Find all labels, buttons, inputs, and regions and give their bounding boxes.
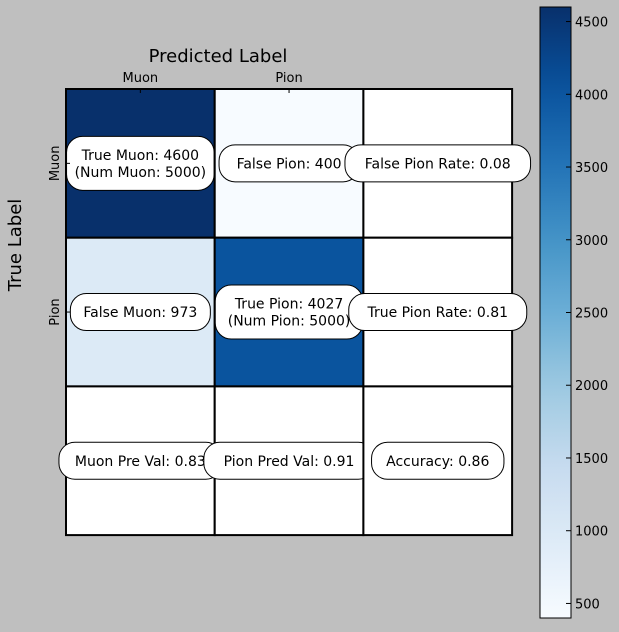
- cell-annotation-label: True Pion: 4027 (Num Pion: 5000): [228, 297, 351, 330]
- colorbar-tick-label: 1500: [575, 452, 608, 467]
- cell-annotation-label: Pion Pred Val: 0.91: [224, 454, 355, 470]
- colorbar-tick-label: 1000: [575, 525, 608, 540]
- x-tick-label: Muon: [123, 71, 159, 86]
- x-tick-labels: Muon Pion: [123, 71, 303, 93]
- cell-annotation-label: Muon Pre Val: 0.83: [75, 454, 206, 470]
- cell-annotation-box: [348, 293, 528, 332]
- cell-annotation-label: Accuracy: 0.86: [386, 454, 489, 470]
- y-tick-label: Pion: [48, 298, 63, 325]
- matrix-cells: True Muon: 4600 (Num Muon: 5000) False Pio…: [58, 88, 532, 537]
- cell-annotation-box: [371, 441, 505, 480]
- cell-annotation-label: True Pion Rate: 0.81: [366, 305, 508, 321]
- cell-annotation-label: False Pion Rate: 0.08: [365, 156, 511, 172]
- colorbar-tick-label: 2500: [575, 307, 608, 322]
- cell-annotation-label: False Muon: 973: [83, 305, 197, 321]
- colorbar-tick-label: 500: [575, 597, 600, 612]
- colorbar-gradient: [539, 6, 572, 619]
- x-tick-label: Pion: [275, 71, 302, 86]
- y-axis-label: True Label: [5, 199, 26, 293]
- cell-annotation-box: [69, 293, 211, 332]
- colorbar-tick-label: 4000: [575, 88, 608, 103]
- colorbar-tick-label: 3000: [575, 234, 608, 249]
- cell-annotation-label: False Pion: 400: [237, 156, 342, 172]
- colorbar-tick-label: 4500: [575, 16, 608, 31]
- colorbar-tick-label: 2000: [575, 379, 608, 394]
- colorbar: 500 1000 1500 2000 2500 3000 3500 4000 4500: [539, 6, 608, 619]
- y-tick-labels: Muon Pion: [48, 146, 70, 326]
- y-tick-label: Muon: [48, 146, 63, 182]
- colorbar-tick-label: 3500: [575, 161, 608, 176]
- cell-annotation-box: [344, 144, 532, 183]
- cell-annotation-label: True Muon: 4600 (Num Muon: 5000): [75, 148, 207, 181]
- chart-title: Predicted Label: [149, 46, 288, 67]
